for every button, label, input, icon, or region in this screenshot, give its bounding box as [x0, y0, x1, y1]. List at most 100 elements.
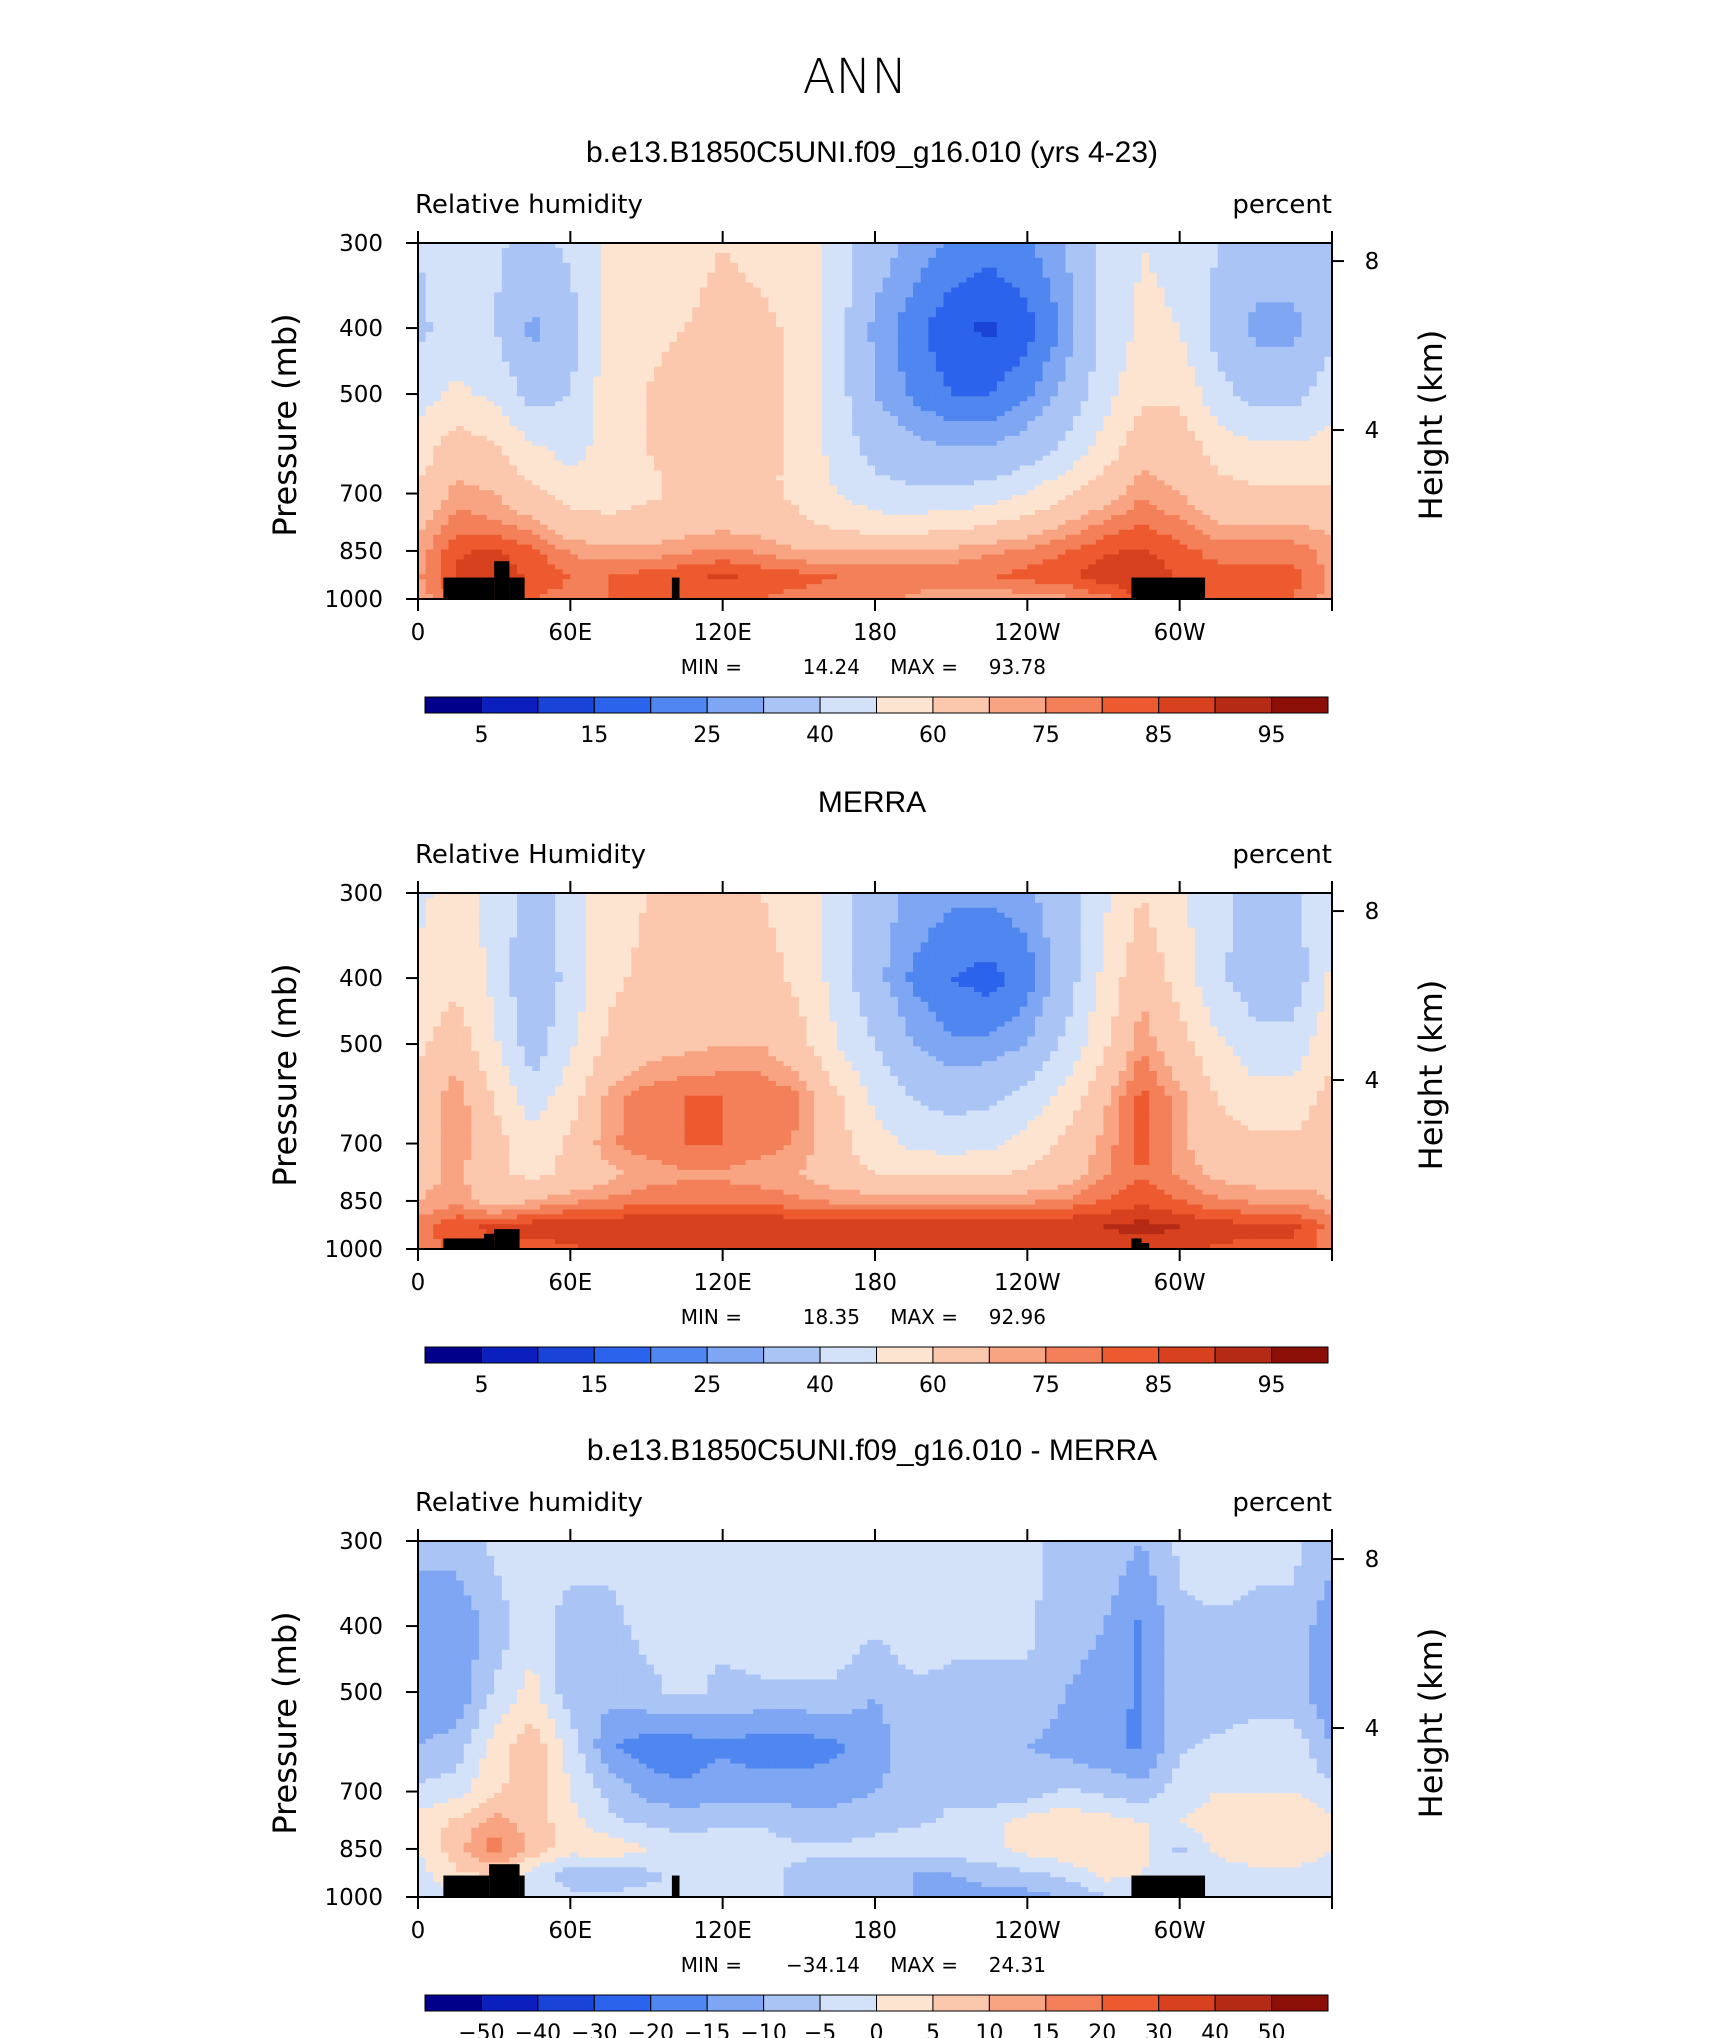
contour-cell	[791, 391, 800, 397]
contour-cell	[532, 396, 541, 402]
contour-cell	[829, 243, 838, 249]
contour-cell	[600, 297, 610, 303]
contour-cell	[494, 327, 503, 333]
contour-cell	[730, 341, 739, 348]
contour-cell	[1263, 257, 1272, 264]
contour-cell	[1111, 332, 1120, 338]
contour-cell	[1019, 332, 1028, 338]
contour-cell	[966, 401, 975, 407]
contour-cell	[958, 425, 967, 432]
contour-cell	[692, 312, 701, 318]
contour-cell	[943, 262, 952, 269]
contour-cell	[1103, 312, 1112, 318]
contour-cell	[1324, 435, 1332, 442]
contour-cell	[654, 351, 663, 358]
contour-cell	[425, 366, 434, 373]
contour-cell	[920, 277, 929, 284]
contour-cell	[501, 312, 510, 318]
contour-cell	[897, 282, 907, 289]
contour-cell	[1034, 307, 1044, 313]
contour-cell	[448, 356, 457, 363]
contour-cell	[486, 287, 495, 294]
contour-cell	[875, 391, 884, 397]
contour-cell	[684, 391, 693, 397]
contour-cell	[638, 435, 648, 442]
contour-cell	[600, 257, 610, 264]
contour-cell	[532, 346, 541, 353]
contour-cell	[1225, 341, 1234, 348]
contour-cell	[1118, 421, 1127, 427]
contour-cell	[562, 247, 571, 254]
contour-cell	[1309, 430, 1318, 437]
contour-cell	[1111, 421, 1120, 427]
contour-cell	[1210, 327, 1219, 333]
contour-cell	[1149, 262, 1158, 269]
contour-cell	[486, 366, 495, 373]
contour-cell	[1027, 346, 1036, 353]
contour-cell	[707, 421, 716, 427]
contour-cell	[1065, 336, 1074, 343]
contour-cell	[905, 411, 914, 417]
contour-cell	[806, 282, 815, 289]
contour-cell	[707, 376, 716, 383]
contour-cell	[798, 366, 808, 373]
contour-cell	[547, 307, 556, 313]
contour-cell	[486, 401, 495, 407]
contour-cell	[791, 421, 800, 427]
contour-cell	[859, 292, 868, 298]
contour-cell	[753, 292, 762, 298]
contour-cell	[684, 406, 693, 412]
contour-cell	[1133, 247, 1143, 254]
contour-cell	[1324, 406, 1332, 412]
contour-cell	[897, 272, 907, 279]
contour-cell	[791, 376, 800, 383]
contour-cell	[829, 292, 838, 298]
contour-cell	[478, 341, 488, 348]
contour-cell	[996, 376, 1006, 383]
contour-cell	[1019, 292, 1028, 298]
contour-cell	[1133, 411, 1143, 417]
contour-cell	[616, 341, 625, 348]
contour-cell	[737, 351, 747, 358]
contour-cell	[593, 376, 602, 383]
contour-cell	[722, 425, 731, 432]
contour-cell	[806, 332, 815, 338]
contour-cell	[1232, 416, 1242, 422]
contour-cell	[760, 327, 769, 333]
contour-cell	[1034, 361, 1044, 368]
contour-cell	[494, 346, 503, 353]
contour-cell	[1225, 401, 1234, 407]
contour-cell	[1316, 262, 1325, 269]
contour-cell	[920, 282, 929, 289]
contour-cell	[897, 297, 907, 303]
contour-cell	[1027, 341, 1036, 348]
contour-cell	[1316, 406, 1325, 412]
contour-cell	[981, 312, 990, 318]
contour-cell	[928, 252, 937, 259]
contour-cell	[905, 312, 914, 318]
contour-cell	[1080, 401, 1089, 407]
contour-cell	[966, 247, 975, 254]
contour-cell	[1133, 401, 1143, 407]
contour-cell	[448, 257, 457, 264]
contour-cell	[501, 341, 510, 348]
contour-cell	[646, 411, 655, 417]
contour-cell	[844, 282, 853, 289]
contour-cell	[836, 445, 846, 452]
contour-cell	[852, 277, 861, 284]
contour-cell	[654, 391, 663, 397]
contour-cell	[684, 430, 693, 437]
contour-cell	[547, 421, 556, 427]
contour-cell	[418, 282, 427, 289]
contour-cell	[1309, 356, 1318, 363]
contour-cell	[669, 440, 678, 447]
contour-cell	[905, 386, 914, 392]
contour-cell	[1293, 376, 1303, 383]
contour-cell	[448, 262, 457, 269]
contour-cell	[745, 445, 754, 452]
contour-cell	[715, 282, 724, 289]
contour-cell	[425, 435, 434, 442]
contour-cell	[1149, 336, 1158, 343]
contour-cell	[798, 346, 808, 353]
contour-cell	[676, 327, 686, 333]
